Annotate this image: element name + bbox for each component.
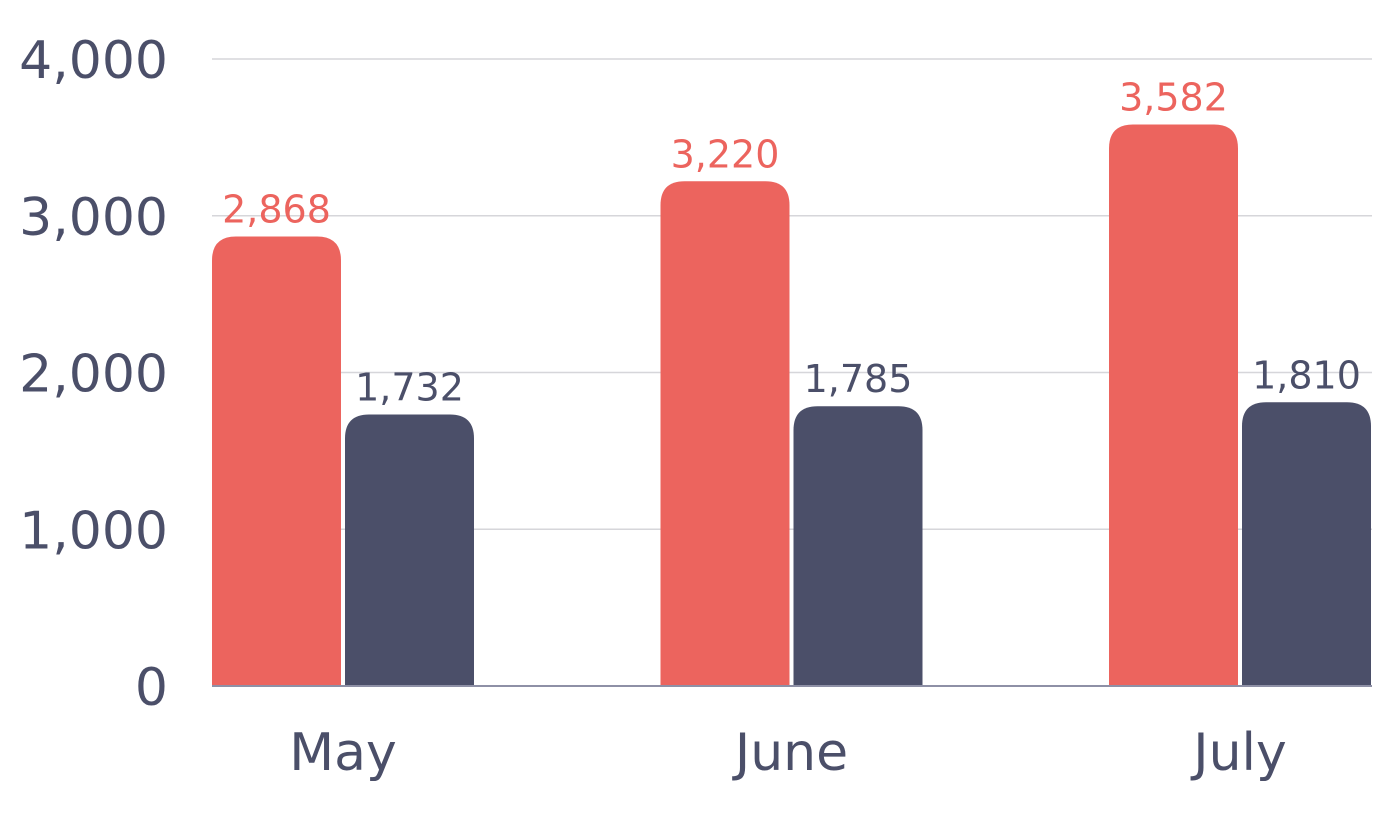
- bar: [212, 236, 341, 687]
- bar: [1109, 124, 1238, 687]
- data-label: 1,810: [1252, 353, 1361, 397]
- y-tick-label: 4,000: [19, 31, 168, 91]
- y-tick-label: 2,000: [19, 345, 168, 405]
- y-axis: 0 1,000 2,000 3,000 4,000: [19, 31, 168, 718]
- data-labels: 2,868 1,732 3,220 1,785 3,582 1,810: [222, 76, 1361, 410]
- y-tick-label: 0: [135, 658, 168, 718]
- y-tick-label: 1,000: [19, 501, 168, 561]
- bar: [793, 406, 923, 686]
- x-tick-label: May: [289, 723, 397, 783]
- bars: [212, 124, 1371, 687]
- y-tick-label: 3,000: [19, 188, 168, 248]
- x-tick-label: June: [732, 723, 848, 783]
- data-label: 3,582: [1119, 76, 1228, 120]
- data-label: 1,732: [355, 366, 464, 410]
- data-label: 1,785: [804, 357, 913, 401]
- bar: [345, 414, 474, 686]
- data-label: 3,220: [671, 132, 780, 176]
- bar: [660, 181, 790, 686]
- x-tick-label: July: [1190, 723, 1287, 783]
- data-label: 2,868: [222, 187, 331, 231]
- bar: [1242, 402, 1371, 686]
- x-axis: May June July: [212, 685, 1372, 783]
